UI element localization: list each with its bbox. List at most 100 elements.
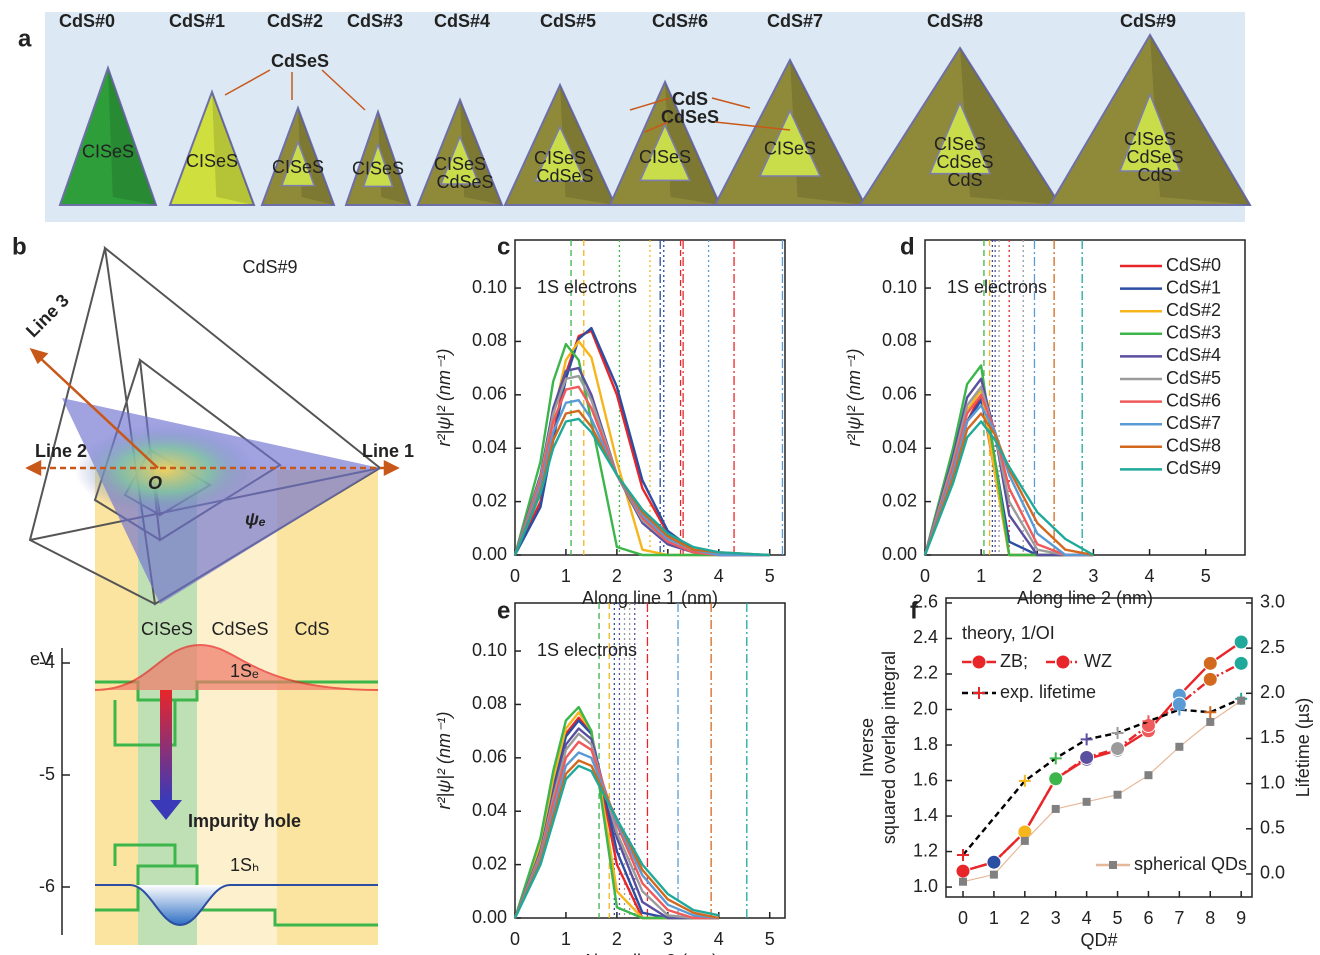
energy-tick-label: -4 (39, 652, 55, 672)
y2-axis-label: Lifetime (µs) (1293, 698, 1313, 797)
shell-label: CISeS (764, 139, 816, 159)
line-label: Line 2 (35, 441, 87, 461)
x-axis-label: Along line 3 (nm) (582, 951, 718, 955)
region-label: CdS (294, 619, 329, 639)
y-tick-label: 0.10 (472, 277, 507, 297)
x-tick-label: 3 (663, 566, 673, 586)
marker-ball (1234, 635, 1248, 649)
marker-ball (1203, 656, 1217, 670)
sample-name: CdS#0 (59, 11, 115, 31)
shell-label: CISeS (434, 154, 486, 174)
x-tick-label: 6 (1143, 908, 1153, 928)
panel-label: c (497, 233, 510, 260)
shell-label: CISeS (534, 148, 586, 168)
state-label: 1Sₕ (230, 855, 259, 875)
marker-ball (1234, 656, 1248, 670)
energy-tick-label: -5 (39, 764, 55, 784)
y-tick-label: 1.0 (913, 876, 938, 896)
sample-name: CdS#1 (169, 11, 225, 31)
legend-marker (973, 687, 985, 699)
y-tick-label: 0.04 (472, 437, 507, 457)
shell-label: CISeS (186, 151, 238, 171)
legend-label: CdS#0 (1166, 255, 1221, 275)
origin-label: O (148, 473, 162, 493)
x-tick-label: 2 (1032, 566, 1042, 586)
y-tick-label: 2.0 (913, 698, 938, 718)
sample-name: CdS#5 (540, 11, 596, 31)
callout: CdSeS (661, 107, 719, 127)
line-label: Line 3 (22, 290, 73, 341)
y-axis-label: r²|ψ|² (nm⁻¹) (844, 349, 864, 447)
energy-tick-label: -6 (39, 876, 55, 896)
y-tick-label: 1.4 (913, 805, 938, 825)
sample-name: CdS#4 (434, 11, 490, 31)
state-label: Impurity hole (188, 811, 301, 831)
y2-tick-label: 0.0 (1260, 863, 1285, 883)
shell-label: CdSeS (436, 172, 493, 192)
plot-frame (946, 598, 1252, 897)
marker-plus (1112, 727, 1124, 739)
y-tick-label: 0.08 (882, 330, 917, 350)
y2-tick-label: 1.5 (1260, 727, 1285, 747)
x-tick-label: 0 (510, 566, 520, 586)
series-line (515, 376, 770, 555)
marker-ball (1080, 750, 1094, 764)
y-tick-label: 0.06 (472, 747, 507, 767)
x-tick-label: 5 (1113, 908, 1123, 928)
x-tick-label: 1 (561, 566, 571, 586)
x-tick-label: 1 (561, 929, 571, 949)
x-tick-label: 4 (714, 566, 724, 586)
legend-label: CdS#7 (1166, 413, 1221, 433)
sample-name: CdS#9 (1120, 11, 1176, 31)
x-tick-label: 2 (612, 929, 622, 949)
x-tick-label: 5 (765, 566, 775, 586)
sample-name: CdS#8 (927, 11, 983, 31)
legend-marker (1056, 655, 1070, 669)
marker-square (1237, 697, 1245, 705)
shell-label: CISeS (1124, 129, 1176, 149)
y-tick-label: 0.00 (472, 907, 507, 927)
marker-ball (1203, 672, 1217, 686)
panel-label: b (12, 233, 27, 260)
x-tick-label: 1 (976, 566, 986, 586)
y2-tick-label: 0.5 (1260, 818, 1285, 838)
legend-label: spherical QDs (1134, 854, 1247, 874)
marker-ball (1049, 772, 1063, 786)
y-tick-label: 0.00 (472, 544, 507, 564)
panel-label: d (900, 233, 915, 260)
panel-label: e (497, 597, 510, 624)
y-tick-label: 0.02 (882, 490, 917, 510)
legend-label: CdS#3 (1166, 323, 1221, 343)
sample-name: CdS#7 (767, 11, 823, 31)
legend-label: CdS#1 (1166, 277, 1221, 297)
x-tick-label: 5 (765, 929, 775, 949)
legend-title: theory, 1/OI (962, 623, 1055, 643)
shell-label: CISeS (639, 147, 691, 167)
legend-marker (972, 655, 986, 669)
x-tick-label: 9 (1236, 908, 1246, 928)
marker-plus (1050, 752, 1062, 764)
marker-square (990, 871, 998, 879)
legend-label: exp. lifetime (1000, 682, 1096, 702)
x-axis-label: Along line 1 (nm) (582, 588, 718, 608)
x-tick-label: 4 (1145, 566, 1155, 586)
marker-square (1144, 771, 1152, 779)
wavefunction-label: ψₑ (245, 509, 266, 529)
y2-tick-label: 2.0 (1260, 682, 1285, 702)
x-tick-label: 0 (510, 929, 520, 949)
y-tick-label: 0.08 (472, 693, 507, 713)
legend-label: WZ (1084, 651, 1112, 671)
y-tick-label: 0.08 (472, 330, 507, 350)
marker-ball (956, 864, 970, 878)
marker-plus (1204, 706, 1216, 718)
x-tick-label: 4 (1082, 908, 1092, 928)
marker-plus (1081, 733, 1093, 745)
series-line (963, 699, 1241, 855)
y-tick-label: 0.10 (472, 640, 507, 660)
shell-label: CISeS (82, 142, 134, 162)
legend-label: ZB; (1000, 651, 1028, 671)
y-tick-label: 1.2 (913, 840, 938, 860)
y-tick-label: 1.8 (913, 734, 938, 754)
y-tick-label: 0.00 (882, 544, 917, 564)
